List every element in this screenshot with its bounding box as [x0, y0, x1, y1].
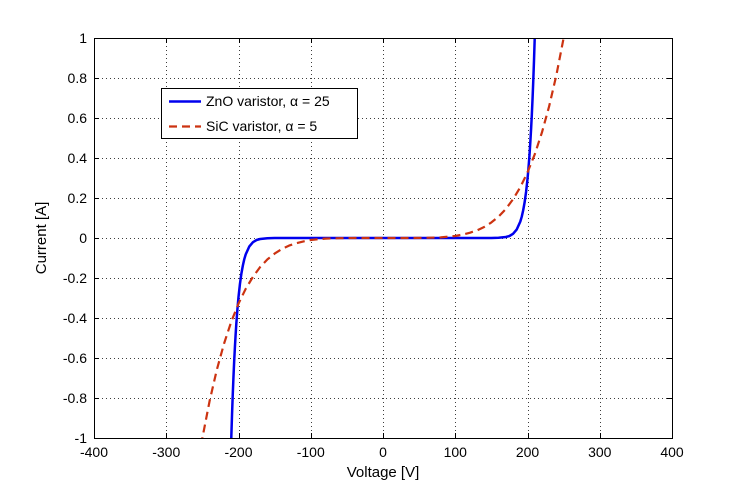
- y-axis-label: Current [A]: [33, 202, 50, 275]
- series-curve-0: [230, 38, 536, 438]
- y-tick-label: -1: [75, 430, 88, 446]
- legend: ZnO varistor, α = 25 SiC varistor, α = 5: [161, 88, 358, 139]
- y-tick-label: 0.6: [68, 110, 88, 126]
- y-tick-label: -0.6: [63, 350, 87, 366]
- y-tick-label: 0.4: [68, 150, 88, 166]
- y-tick-labels: -1 -0.8 -0.6 -0.4 -0.2 0 0.2 0.4 0.6 0.8 1: [63, 30, 87, 446]
- x-tick-label: -200: [224, 444, 252, 460]
- y-tick-label: 0: [79, 230, 87, 246]
- y-tick-label: -0.4: [63, 310, 87, 326]
- series-curve-1: [201, 38, 565, 438]
- x-tick-label: -300: [152, 444, 180, 460]
- x-tick-labels: -400 -300 -200 -100 0 100 200 300 400: [80, 444, 684, 460]
- legend-label-sic: SiC varistor, α = 5: [206, 118, 317, 134]
- y-tick-label: 0.8: [68, 70, 88, 86]
- legend-label-zno: ZnO varistor, α = 25: [206, 93, 330, 109]
- y-tick-label: -0.8: [63, 390, 87, 406]
- y-tick-label: -0.2: [63, 270, 87, 286]
- x-axis-label: Voltage [V]: [347, 464, 420, 481]
- x-tick-label: 300: [588, 444, 612, 460]
- y-tick-label: 1: [79, 30, 87, 46]
- y-tick-label: 0.2: [68, 190, 88, 206]
- x-tick-label: 400: [660, 444, 684, 460]
- plot-frame: [94, 38, 673, 439]
- x-tick-label: 0: [379, 444, 387, 460]
- x-tick-label: -100: [297, 444, 325, 460]
- x-tick-label: 100: [444, 444, 468, 460]
- data-series: [201, 38, 565, 438]
- x-tick-label: 200: [516, 444, 540, 460]
- legend-box: [161, 88, 358, 139]
- x-tick-label: -400: [80, 444, 108, 460]
